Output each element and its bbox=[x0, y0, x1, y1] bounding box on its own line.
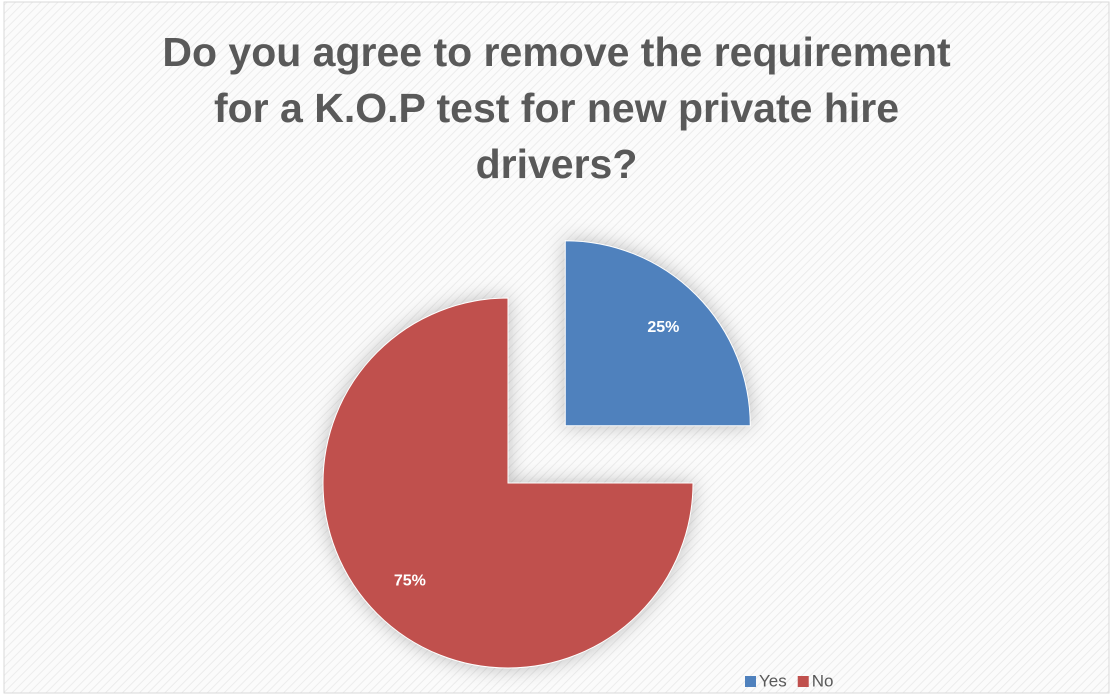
legend-label: No bbox=[812, 671, 834, 690]
data-label: 25% bbox=[647, 319, 679, 336]
pie-slice bbox=[564, 240, 751, 427]
data-label: 75% bbox=[394, 572, 426, 589]
legend-swatch bbox=[797, 676, 809, 687]
chart-title: Do you agree to remove the requirement f… bbox=[162, 29, 951, 187]
legend-label: Yes bbox=[759, 671, 787, 690]
pie-slice bbox=[322, 297, 694, 669]
legend-swatch bbox=[745, 676, 756, 687]
